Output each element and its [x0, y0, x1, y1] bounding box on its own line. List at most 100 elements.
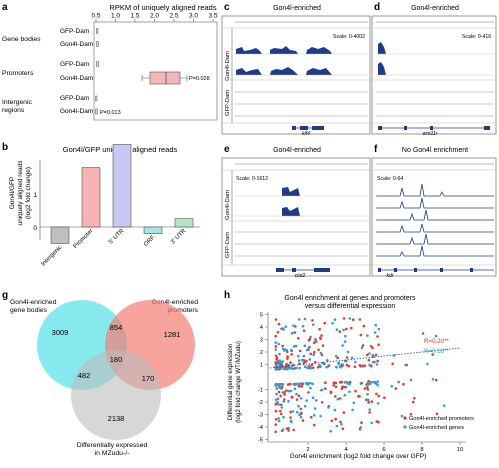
panel-a: a RPKM of uniquely aligned reads 0.5 1.0 1… — [2, 2, 218, 121]
point-gene — [294, 344, 298, 348]
point-gene — [277, 403, 281, 406]
point-promoter — [302, 329, 306, 333]
point-promoter — [338, 381, 342, 384]
panel-h-ylabel-line1: Differential gene expression — [227, 343, 234, 420]
panel-b-bars — [50, 144, 194, 244]
point-gene — [370, 421, 374, 425]
panel-h-points — [274, 317, 446, 434]
point-promoter — [341, 385, 344, 389]
point-gene — [400, 414, 404, 418]
point-gene — [299, 416, 303, 419]
point-gene — [397, 380, 401, 384]
point-promoter — [377, 343, 380, 347]
panel-h-xtick-label: 4 — [344, 447, 348, 453]
point-promoter — [368, 411, 371, 414]
point-gene — [309, 366, 312, 370]
point-promoter — [299, 407, 303, 411]
point-gene — [277, 419, 281, 423]
point-promoter — [339, 420, 342, 424]
point-promoter — [374, 353, 378, 357]
panel-h-ytick-label: 2 — [260, 350, 263, 356]
point-gene — [335, 366, 338, 369]
point-gene — [434, 334, 438, 338]
point-gene — [319, 414, 322, 418]
panel-e: e Gon4l-enriched Scale: 0-1612 Gon4l-Dam… — [221, 144, 371, 279]
panel-a-tick-label: 3.5 — [208, 13, 217, 20]
point-gene — [352, 401, 356, 405]
panel-b-letter: b — [2, 142, 8, 153]
point-promoter — [366, 388, 370, 391]
point-promoter — [354, 389, 357, 393]
point-promoter — [376, 335, 379, 338]
point-promoter — [321, 344, 325, 347]
point-gene — [344, 385, 348, 389]
venn-count-genes-differential: 482 — [78, 371, 91, 380]
point-promoter — [334, 381, 338, 385]
point-gene — [354, 360, 357, 364]
panel-a-box-intergenic-gfp — [95, 95, 98, 102]
point-gene — [280, 406, 284, 409]
point-promoter — [289, 382, 292, 386]
point-promoter — [274, 430, 278, 434]
point-promoter — [413, 396, 416, 400]
point-promoter — [338, 397, 342, 400]
point-gene — [311, 382, 315, 386]
point-gene — [281, 391, 285, 394]
point-gene — [282, 400, 286, 403]
point-promoter — [277, 322, 281, 326]
point-promoter — [367, 380, 370, 383]
point-gene — [312, 414, 316, 417]
point-gene — [348, 317, 352, 320]
panel-a-box-promoter-gon4l — [141, 71, 188, 85]
point-gene — [277, 342, 281, 346]
panel-a-pvalue-promoters: P=0.028 — [189, 76, 210, 82]
point-gene — [278, 386, 281, 389]
point-gene — [342, 328, 345, 332]
point-gene — [375, 363, 379, 366]
point-promoter — [363, 387, 367, 390]
point-gene — [350, 356, 354, 360]
point-gene — [278, 352, 281, 356]
panel-a-tick-label: 1.5 — [130, 13, 139, 20]
point-gene — [274, 367, 278, 370]
panel-d-title: Gon4l-enriched — [411, 5, 459, 12]
panel-c: c Gon4l-enriched Scale: 0-4002 Gon4l-Dam… — [221, 2, 371, 137]
panel-b-ylabel-line2: uniquely aligned reads — [17, 160, 24, 226]
point-gene — [326, 365, 330, 368]
point-gene — [309, 386, 312, 390]
point-gene — [366, 398, 369, 402]
point-promoter — [367, 401, 371, 404]
point-promoter — [311, 366, 315, 370]
point-gene — [282, 367, 286, 371]
panel-h-ytick-label: 5 — [260, 313, 263, 319]
point-promoter — [275, 356, 279, 360]
panel-h-ytick-label: -4 — [258, 425, 264, 431]
point-promoter — [318, 327, 321, 331]
panel-h-ytick-label: -1 — [258, 388, 263, 394]
point-gene — [368, 363, 371, 367]
point-promoter — [353, 365, 357, 369]
point-promoter — [324, 381, 327, 385]
point-gene — [344, 334, 347, 338]
point-promoter — [359, 333, 363, 337]
point-gene — [287, 399, 290, 403]
point-gene — [277, 417, 280, 420]
point-gene — [280, 327, 283, 331]
panel-c-gene-model — [292, 126, 324, 130]
point-promoter — [301, 419, 305, 422]
panel-d-gene-model — [378, 126, 490, 130]
panel-c-browser-frame — [221, 15, 371, 135]
point-promoter — [383, 396, 386, 400]
panel-h-legend: Gon4l-enriched promoters Gon4l-enriched … — [403, 416, 474, 431]
panel-h-title-line2: versus differential expression — [305, 303, 396, 310]
point-gene — [289, 367, 293, 370]
point-gene — [372, 380, 375, 384]
point-gene — [376, 402, 380, 405]
panel-h-ytick-label: -5 — [258, 438, 263, 444]
panel-h-title-line1: Gon4l enrichment at genes and promoters — [284, 295, 416, 302]
point-gene — [366, 393, 369, 396]
panel-e-track-gon4l — [234, 187, 368, 217]
panel-h-xtick-label: 6 — [382, 447, 385, 453]
point-gene — [392, 354, 396, 357]
point-promoter — [324, 387, 327, 391]
